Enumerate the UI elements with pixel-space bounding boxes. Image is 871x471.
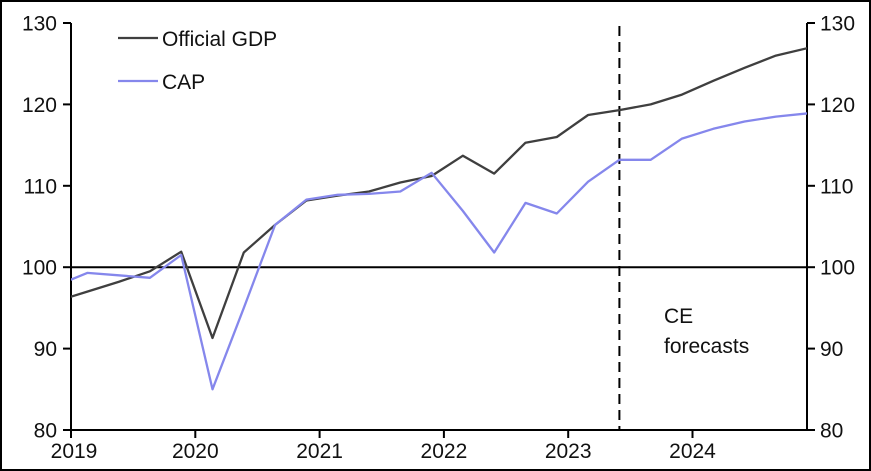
y-axis-right-tick-label: 110 [820, 175, 853, 198]
y-axis-left-tick-label: 100 [22, 257, 57, 280]
x-axis-tick-label: 2023 [545, 440, 592, 463]
series-group [71, 47, 807, 391]
x-axis-tick-label: 2019 [51, 440, 98, 463]
y-axis-left-tick-label: 120 [22, 94, 57, 117]
ce-forecasts-annotation: CE forecasts [664, 305, 749, 358]
y-axis-left-tick-label: 130 [22, 13, 57, 36]
y-axis-right-tick-label: 130 [820, 13, 855, 36]
legend: Official GDP CAP [118, 28, 277, 94]
official-gdp-legend-label: Official GDP [162, 28, 277, 51]
x-axis-tick-label: 2024 [669, 440, 716, 463]
ce-forecasts-line1: CE [664, 305, 693, 328]
ce-forecasts-line2: forecasts [664, 335, 749, 358]
y-axis-right-tick-label: 80 [820, 420, 843, 443]
cap-line [71, 112, 807, 391]
x-axis-tick-label: 2021 [296, 440, 343, 463]
y-axis-right-tick-label: 120 [820, 94, 855, 117]
y-axis-left-tick-label: 90 [34, 338, 57, 361]
cap-legend-label: CAP [162, 71, 205, 94]
axes: 80 80 90 90 100 100 110 110 120 120 130 130 2019 2020… [22, 13, 855, 464]
y-axis-right-tick-label: 100 [820, 257, 855, 280]
y-axis-left-tick-label: 80 [34, 420, 57, 443]
y-axis-left-tick-label: 110 [24, 175, 57, 198]
x-axis-tick-label: 2022 [421, 440, 468, 463]
x-axis-tick-label: 2020 [172, 440, 219, 463]
official-gdp-line [71, 47, 807, 340]
y-axis-right-tick-label: 90 [820, 338, 843, 361]
